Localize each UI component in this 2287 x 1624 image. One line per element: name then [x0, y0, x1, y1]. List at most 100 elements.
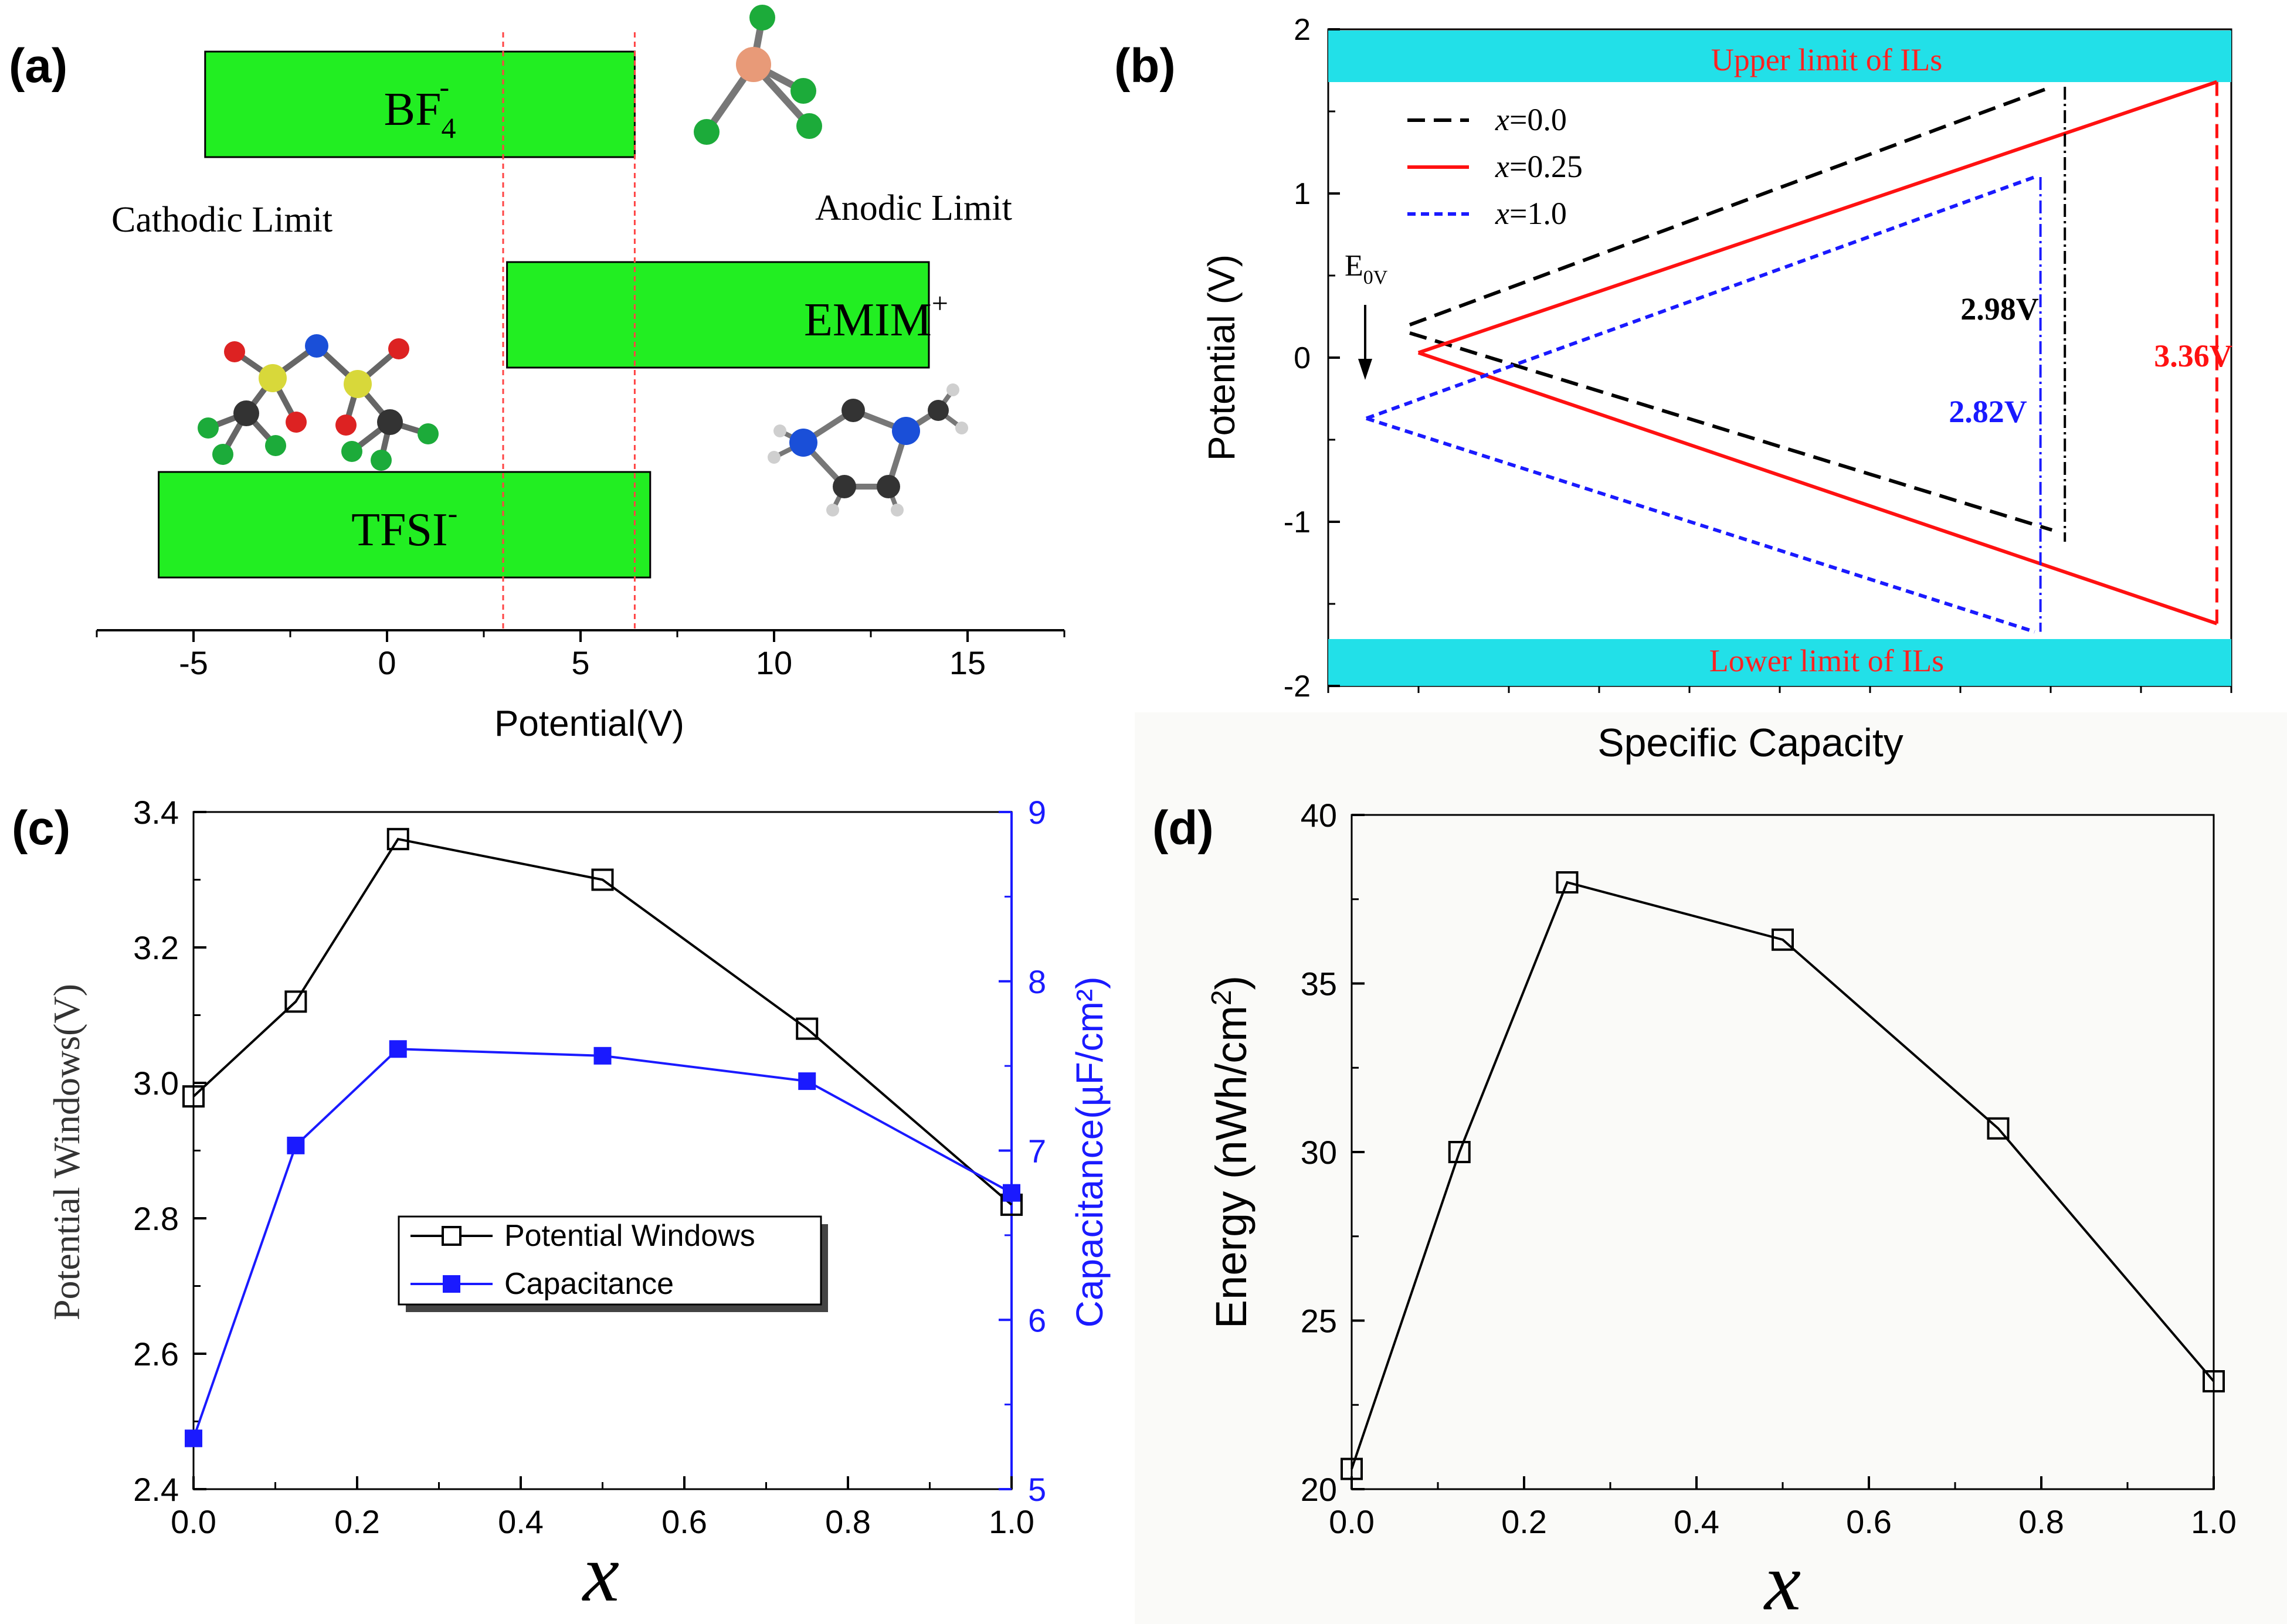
- upper-limit-band: [1328, 30, 2231, 82]
- panel-c-series-line: [192, 837, 1013, 1206]
- panel-c-data-point: [389, 1040, 407, 1058]
- ion-charge: +: [932, 287, 948, 320]
- panel-c-right-y-tick-label: 8: [1028, 963, 1046, 1000]
- panel-b-y-tick-label: -1: [1284, 505, 1311, 539]
- panel-c-data-point: [796, 1017, 819, 1040]
- cathodic-limit-annotation: Cathodic Limit: [111, 200, 332, 240]
- panel-c-label: (c): [12, 801, 70, 855]
- panel-a-x-axis-label: Potential(V): [494, 704, 684, 744]
- panel-b-label: (b): [1114, 39, 1176, 93]
- panel-c-x-axis-label: x: [582, 1528, 619, 1619]
- emim-molecule-image: [768, 383, 968, 517]
- panel-b-x-axis-label: Specific Capacity: [1597, 721, 1903, 765]
- panel-a: (a) -5 0 5 10 15 BF4-EMIM+TFSI-: [9, 5, 1066, 744]
- charge-discharge-line: [1409, 85, 2053, 532]
- ion-name: EMIM: [804, 294, 932, 346]
- panel-c-data-point: [798, 1072, 816, 1090]
- panel-d-y-tick-label: 30: [1301, 1134, 1337, 1171]
- ion-name: TFSI: [351, 504, 448, 556]
- panel-b: (b) Upper limit of ILs Lower limit of IL…: [1114, 13, 2232, 765]
- panel-d-x-tick-label: 1.0: [2191, 1503, 2237, 1540]
- legend-label-potential: Potential Windows: [504, 1219, 755, 1253]
- panel-c-x-tick-label: 0.8: [825, 1503, 871, 1540]
- panel-d-label: (d): [1152, 801, 1214, 855]
- panel-c-data-point: [182, 1085, 205, 1108]
- panel-c-y-tick-label: 2.4: [133, 1471, 179, 1508]
- panel-c: (c) 0.0 0.2 0.4 0.6 0.8 1.0 2.4 2.6 2.8 3.0 3.2 3.4…: [12, 794, 1111, 1619]
- panel-b-y-axis-label: Potential (V): [1200, 254, 1243, 461]
- tfsi-molecule-image: [198, 334, 439, 471]
- ion-window-bar: [158, 471, 652, 579]
- ion-name: BF: [384, 84, 442, 135]
- legend-label-x0: x=0.0: [1495, 102, 1567, 137]
- panel-d: (d) 0.0 0.2 0.4 0.6 0.8 1.0 20 25 30 35 40 Energy …: [1152, 797, 2237, 1624]
- panel-c-data-point: [1003, 1184, 1020, 1202]
- ion-subscript: 4: [442, 111, 456, 144]
- panel-d-x-tick-label: 0.6: [1846, 1503, 1892, 1540]
- panel-d-data-point: [1341, 1457, 1363, 1480]
- panel-c-series-line: [192, 1048, 1012, 1439]
- panel-d-x-axis-label: x: [1763, 1537, 1801, 1624]
- panel-c-legend: Potential Windows Capacitance: [398, 1215, 828, 1312]
- panel-a-x-tick-label: 0: [378, 644, 396, 681]
- panel-c-right-y-tick-label: 7: [1028, 1133, 1046, 1170]
- panel-c-y-tick-label: 3.0: [133, 1065, 179, 1102]
- e0v-label: E0V: [1345, 249, 1388, 288]
- ion-window-bar-label: TFSI-: [351, 497, 457, 556]
- panel-d-y-tick-label: 35: [1301, 966, 1337, 1003]
- panel-c-right-y-tick-label: 9: [1028, 794, 1046, 831]
- panel-d-data-point: [1772, 928, 1794, 951]
- panel-d-data-point: [1987, 1117, 2010, 1140]
- legend-label-x1: x=1.0: [1495, 196, 1567, 231]
- panel-c-data-point: [284, 990, 307, 1013]
- charge-discharge-line: [1417, 80, 2218, 626]
- legend-label-capacitance: Capacitance: [504, 1267, 674, 1301]
- panel-a-x-tick-label: 10: [756, 644, 792, 681]
- panel-c-y-axis-label: Potential Windows(V): [46, 984, 87, 1320]
- panel-d-y-tick-label: 25: [1301, 1303, 1337, 1340]
- panel-c-data-point: [185, 1429, 202, 1448]
- panel-c-x-tick-label: 0.4: [498, 1503, 544, 1540]
- panel-b-legend: x=0.0 x=0.25 x=1.0: [1407, 102, 1583, 231]
- lower-limit-label: Lower limit of ILs: [1709, 643, 1944, 678]
- charge-discharge-line: [1365, 175, 2035, 634]
- panel-c-x-tick-label: 1.0: [989, 1503, 1034, 1540]
- panel-a-x-tick-label: 15: [949, 644, 986, 681]
- panel-a-x-tick-label: -5: [179, 644, 208, 681]
- panel-d-y-tick-label: 40: [1301, 797, 1337, 834]
- ion-window-bar-label: BF4 -: [384, 70, 456, 144]
- panel-d-background: [1135, 712, 2287, 1624]
- panel-c-right-y-tick-label: 5: [1028, 1471, 1046, 1508]
- panel-c-y-tick-label: 3.2: [133, 929, 179, 966]
- panel-b-y-tick-label: 1: [1294, 177, 1311, 211]
- legend-label-x025: x=0.25: [1495, 149, 1583, 184]
- panel-a-x-tick-label: 5: [571, 644, 589, 681]
- ion-charge: -: [440, 70, 450, 103]
- panel-c-data-point: [593, 1047, 612, 1065]
- panel-c-y-tick-label: 2.8: [133, 1200, 179, 1237]
- bf4-molecule-image: [694, 5, 822, 145]
- upper-limit-label: Upper limit of ILs: [1711, 42, 1942, 77]
- panel-c-y-tick-label: 2.6: [133, 1336, 179, 1372]
- panel-b-y-tick-label: -2: [1284, 670, 1311, 704]
- panel-d-data-point: [2203, 1370, 2225, 1392]
- panel-c-x-tick-label: 0.0: [171, 1503, 216, 1540]
- panel-c-data-point: [591, 868, 614, 891]
- panel-c-x-tick-label: 0.6: [661, 1503, 707, 1540]
- panel-c-y-tick-label: 3.4: [133, 794, 179, 831]
- window-label-x0: 2.98V: [1960, 291, 2039, 327]
- panel-b-y-tick-label: 2: [1294, 13, 1311, 47]
- panel-c-y-axis-label-right: Capacitance(µF/cm²): [1068, 977, 1111, 1328]
- ion-charge: -: [448, 497, 458, 529]
- window-label-x025: 3.36V: [2154, 338, 2232, 373]
- panel-d-x-tick-label: 0.8: [2018, 1503, 2064, 1540]
- panel-d-data-point: [1448, 1141, 1471, 1163]
- panel-a-label: (a): [9, 39, 67, 93]
- ion-window-bar-label: EMIM+: [804, 287, 948, 346]
- panel-d-x-tick-label: 0.4: [1674, 1503, 1719, 1540]
- panel-c-data-point: [386, 828, 409, 851]
- panel-d-x-tick-label: 0.0: [1329, 1503, 1375, 1540]
- legend-box: [398, 1215, 822, 1306]
- panel-d-x-tick-label: 0.2: [1501, 1503, 1547, 1540]
